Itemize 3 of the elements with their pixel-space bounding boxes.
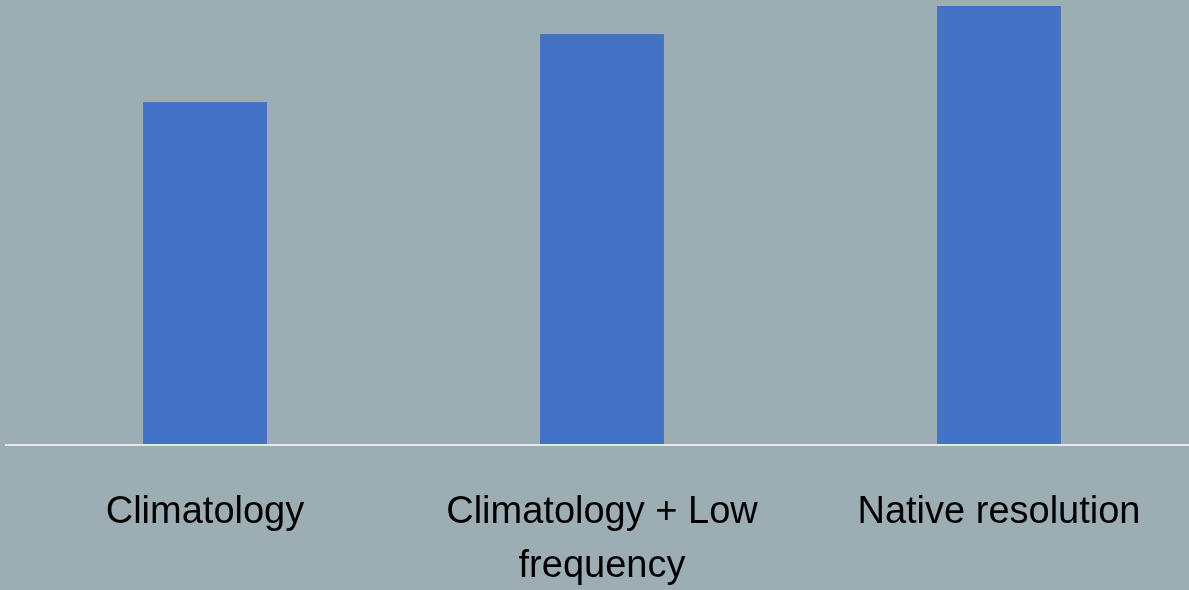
x-tick-label: Climatology — [105, 489, 305, 531]
x-tick-label: Climatology + Low frequency — [446, 489, 759, 585]
x-tick-label: Native resolution — [857, 489, 1141, 531]
